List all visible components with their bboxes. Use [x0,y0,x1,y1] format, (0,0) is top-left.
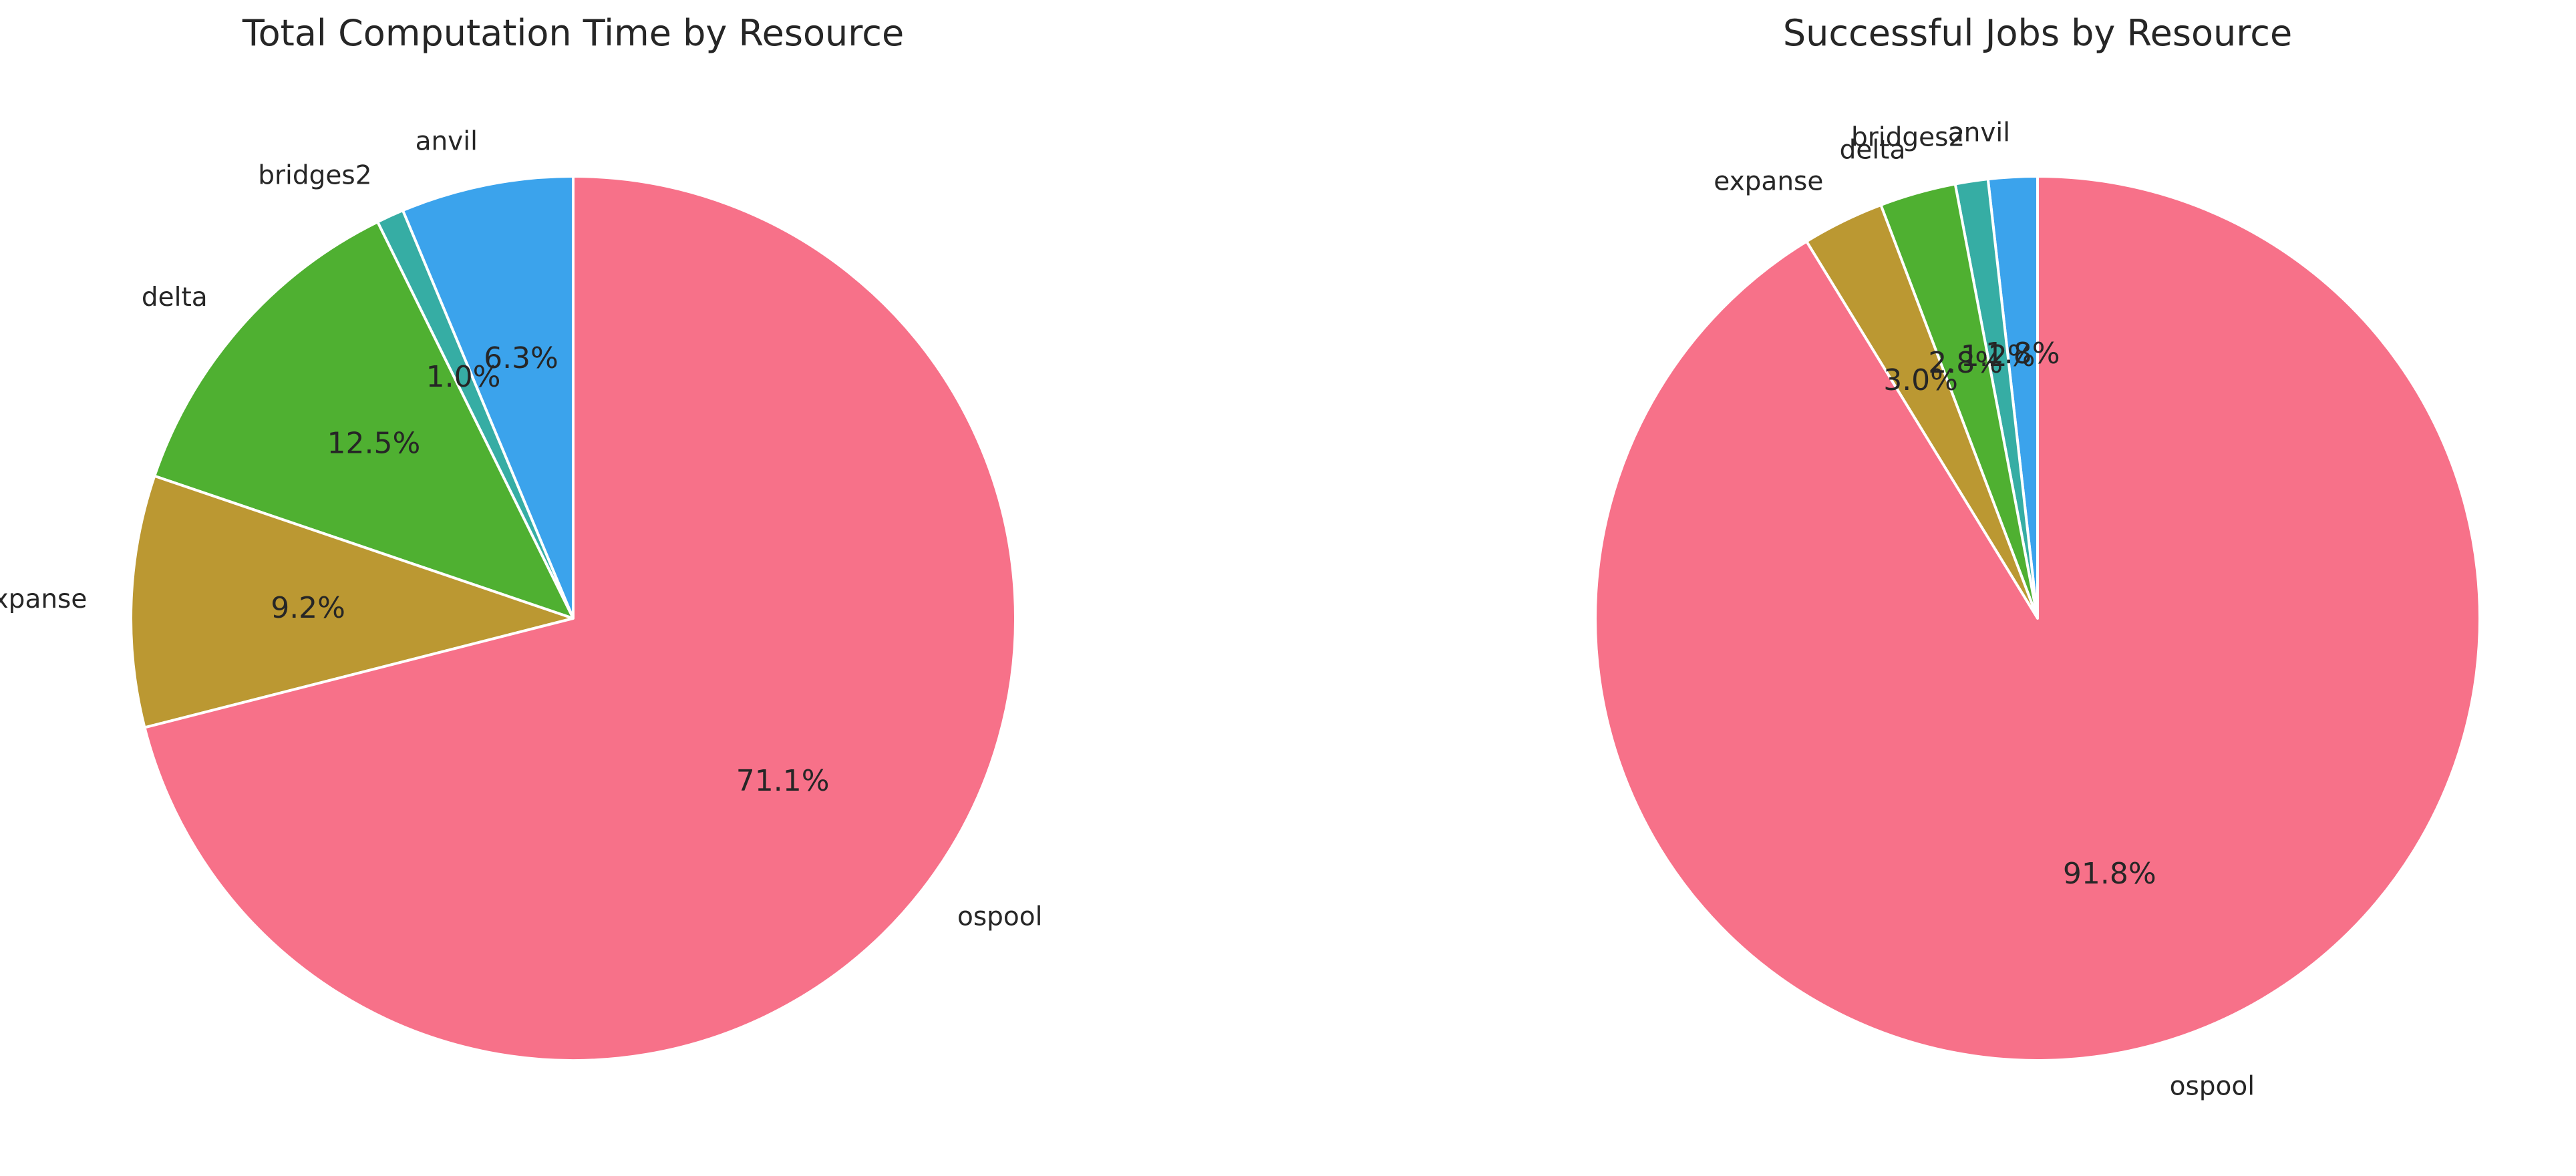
slice-label-expanse: expanse [0,584,87,614]
slice-percent-bridges2: 1.0% [426,360,501,394]
computation-time-chart-title: Total Computation Time by Resource [242,12,904,54]
pie-slice-expanse [130,474,575,729]
slice-percent-expanse: 3.0% [1883,363,1958,397]
pie-slice-ospool [143,175,1017,1062]
computation-time-labels: anvil 6.3% bridges2 1.0% delta 12.5% expanse 9.… [0,126,1042,932]
slice-label-anvil: anvil [1948,118,2010,148]
slice-label-delta: delta [142,282,208,313]
slice-percent-ospool: 91.8% [2063,857,2156,891]
slice-percent-expanse: 9.2% [271,591,345,625]
slice-percent-delta: 12.5% [327,427,421,461]
successful-jobs-slices [1594,175,2481,1062]
slice-percent-ospool: 71.1% [736,764,830,798]
pie-slice-delta [153,220,575,620]
slice-label-expanse: expanse [1714,167,1823,197]
computation-time-slices [130,175,1017,1062]
successful-jobs-labels: anvil 1.8% bridges2 1.2% delta 2.8% expanse 3.0… [1714,118,2255,1101]
successful-jobs-chart-title: Successful Jobs by Resource [1783,12,2292,54]
slice-label-ospool: ospool [2170,1071,2255,1101]
pie-slice-ospool [1594,175,2481,1062]
slice-percent-anvil: 1.8% [1985,337,2060,371]
slice-label-bridges2: bridges2 [1851,122,1965,152]
slice-percent-bridges2: 1.2% [1961,339,2036,373]
pie-slice-anvil [401,175,575,620]
slice-percent-delta: 2.8% [1928,346,2003,380]
computation-time-pie-chart: Total Computation Time by Resource anvil… [0,12,1042,1062]
slice-percent-anvil: 6.3% [484,341,558,375]
slice-label-bridges2: bridges2 [258,161,371,191]
slice-label-delta: delta [1840,136,1906,166]
slice-label-ospool: ospool [957,902,1043,932]
successful-jobs-pie-chart: Successful Jobs by Resource anvil 1.8% bri… [1594,12,2481,1101]
slice-label-anvil: anvil [416,126,478,156]
